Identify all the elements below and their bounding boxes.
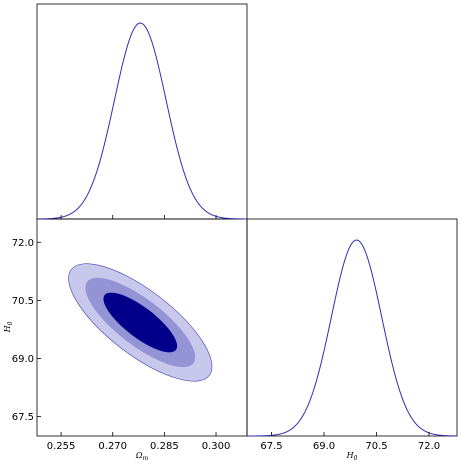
panel-top-left-frame [36, 3, 248, 220]
joint-x-tick-label: 0.300 [202, 441, 231, 452]
joint-contour-panel: 0.255 0.270 0.285 0.300 67.5 69.0 70.5 72.0 [12, 238, 231, 452]
marginal-h0-panel: 67.5 69.0 70.5 72.0 [247, 239, 458, 452]
joint-y-tick-label: 72.0 [12, 238, 34, 249]
marginal-omega-m-panel [36, 22, 248, 220]
right-x-tick-label: 67.5 [260, 441, 282, 452]
right-x-tick-label: 70.5 [365, 441, 387, 452]
panel-bottom-right-frame [246, 218, 458, 437]
joint-y-tick-label: 70.5 [12, 296, 34, 307]
joint-x-tick-label: 0.255 [47, 441, 76, 452]
joint-x-tick-label: 0.285 [150, 441, 179, 452]
contour-region-1-sigma [103, 292, 178, 353]
x-axis-label-h0: H0 [346, 451, 358, 462]
omega-m-marginal-curve [36, 22, 248, 220]
h0-marginal-curve [247, 239, 458, 437]
right-x-tick-label: 72.0 [418, 441, 440, 452]
joint-y-tick-label: 67.5 [12, 412, 34, 423]
right-x-tick-label: 69.0 [313, 441, 335, 452]
joint-x-tick-label: 0.270 [98, 441, 127, 452]
y-axis-label-h0: H0 [3, 321, 14, 333]
joint-y-tick-label: 69.0 [12, 354, 34, 365]
x-axis-label-omega-m: Ωm [135, 451, 149, 462]
